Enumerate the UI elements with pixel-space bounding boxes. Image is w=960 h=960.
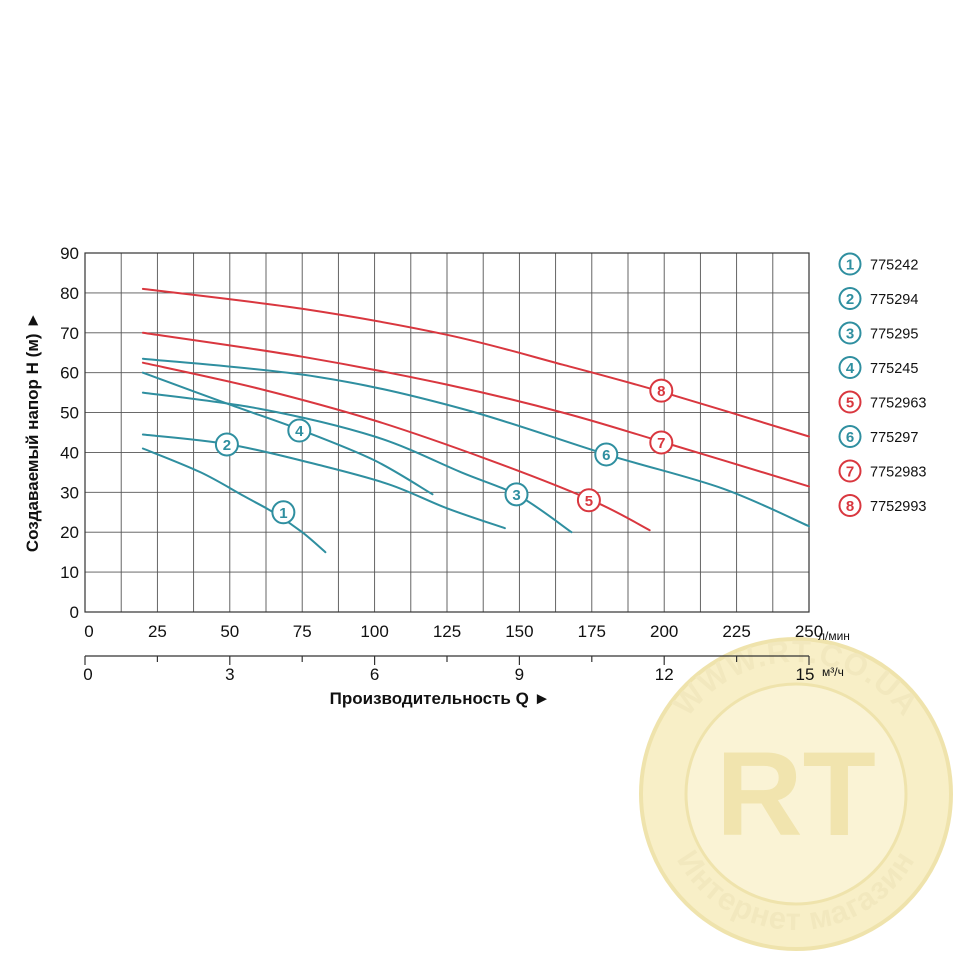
legend-badge-label-8: 8 <box>846 498 854 515</box>
x-tick-label: 200 <box>650 622 678 641</box>
y-tick-label: 70 <box>60 324 79 343</box>
legend-entry-775294: 775294 <box>870 292 918 308</box>
curve-badge-label-4: 4 <box>295 423 304 440</box>
grid <box>84 252 810 613</box>
watermark-logo-letters: RT <box>716 727 876 861</box>
curves: 1 2 3 4 5 6 7 8 <box>141 287 810 554</box>
plot-frame <box>84 252 810 613</box>
legend-entry-775245: 775245 <box>870 361 918 377</box>
y-axis-title: Создаваемый напор H (м) ► <box>23 312 42 552</box>
legend-badge-label-2: 2 <box>846 291 854 308</box>
curve-badge-label-8: 8 <box>657 383 665 400</box>
curve-badge-1 <box>271 500 296 525</box>
curve-badge-3 <box>504 482 529 507</box>
y-tick-label: 20 <box>60 523 79 542</box>
watermark-inner-disc <box>684 682 908 906</box>
curve-badge-6 <box>594 442 619 467</box>
y-tick-label: 0 <box>70 603 79 622</box>
curve-775295 <box>141 391 573 534</box>
x-tick-label: 0 <box>84 622 93 641</box>
legend-entry-7752993: 7752993 <box>870 499 926 515</box>
curve-775294 <box>141 433 506 530</box>
y-tick-label: 60 <box>60 364 79 383</box>
legend-badge-label-5: 5 <box>846 395 854 412</box>
y-tick-label: 40 <box>60 443 79 462</box>
legend-badge-label-6: 6 <box>846 429 854 446</box>
y-tick-label: 80 <box>60 284 79 303</box>
x-tick-label: 175 <box>578 622 606 641</box>
x-axis-title: Производительность Q ► <box>330 689 551 708</box>
y-tick-label: 50 <box>60 404 79 423</box>
x-unit-label: л/мин <box>818 629 850 643</box>
curve-badge-label-2: 2 <box>223 437 231 454</box>
y-tick-label: 90 <box>60 244 79 263</box>
x-tick-label: 100 <box>360 622 388 641</box>
curve-badge-4 <box>287 418 312 443</box>
curve-badge-5 <box>576 488 601 513</box>
legend-badge-7 <box>838 459 862 483</box>
legend-badge-3 <box>838 321 862 345</box>
curve-775297 <box>141 357 810 528</box>
curve-badge-8 <box>649 378 674 403</box>
curve-badge-label-1: 1 <box>279 505 287 522</box>
y-tick-label: 30 <box>60 483 79 502</box>
x-tick-label: 75 <box>293 622 312 641</box>
x2-tick-label: 0 <box>83 665 92 684</box>
curve-7752993 <box>141 287 810 438</box>
watermark-logo: WWW.RT.CO.UA Интернет магазин RT <box>639 634 953 951</box>
curve-badge-7 <box>649 430 674 455</box>
legend-entry-775297: 775297 <box>870 430 918 446</box>
legend-entry-775295: 775295 <box>870 327 918 343</box>
legend-badge-label-3: 3 <box>846 326 854 343</box>
x2-unit-label: м³/ч <box>822 665 844 679</box>
x-tick-label: 225 <box>722 622 750 641</box>
legend: 1 775242 2 775294 3 775295 4 775245 5 7752963 6 775… <box>838 252 926 517</box>
legend-badge-label-7: 7 <box>846 464 854 481</box>
legend-badge-4 <box>838 356 862 379</box>
x-tick-label: 150 <box>505 622 533 641</box>
legend-badge-5 <box>838 390 862 414</box>
curve-badge-2 <box>214 432 239 457</box>
legend-badge-8 <box>838 494 862 517</box>
x2-tick-label: 12 <box>655 665 674 684</box>
x-tick-label: 250 <box>795 622 823 641</box>
curve-badge-label-5: 5 <box>585 493 593 510</box>
curve-badge-label-7: 7 <box>657 435 665 452</box>
legend-badge-6 <box>838 425 862 448</box>
x2-tick-label: 3 <box>225 665 234 684</box>
x-tick-label: 50 <box>220 622 239 641</box>
legend-entry-7752963: 7752963 <box>870 396 926 412</box>
legend-entry-775242: 775242 <box>870 258 918 274</box>
x2-tick-label: 15 <box>796 665 815 684</box>
legend-badge-label-1: 1 <box>846 257 854 274</box>
legend-entry-7752983: 7752983 <box>870 465 926 481</box>
legend-badge-1 <box>838 252 862 276</box>
legend-badge-2 <box>838 287 862 310</box>
x-tick-label: 125 <box>433 622 461 641</box>
curve-badge-label-6: 6 <box>602 447 610 464</box>
y-tick-label: 10 <box>60 563 79 582</box>
x-tick-label: 25 <box>148 622 167 641</box>
curve-775242 <box>141 447 327 554</box>
x2-tick-label: 6 <box>370 665 379 684</box>
curve-7752983 <box>141 331 810 488</box>
x2-tick-label: 9 <box>515 665 524 684</box>
legend-badge-label-4: 4 <box>846 360 855 377</box>
curve-badge-label-3: 3 <box>512 487 520 504</box>
